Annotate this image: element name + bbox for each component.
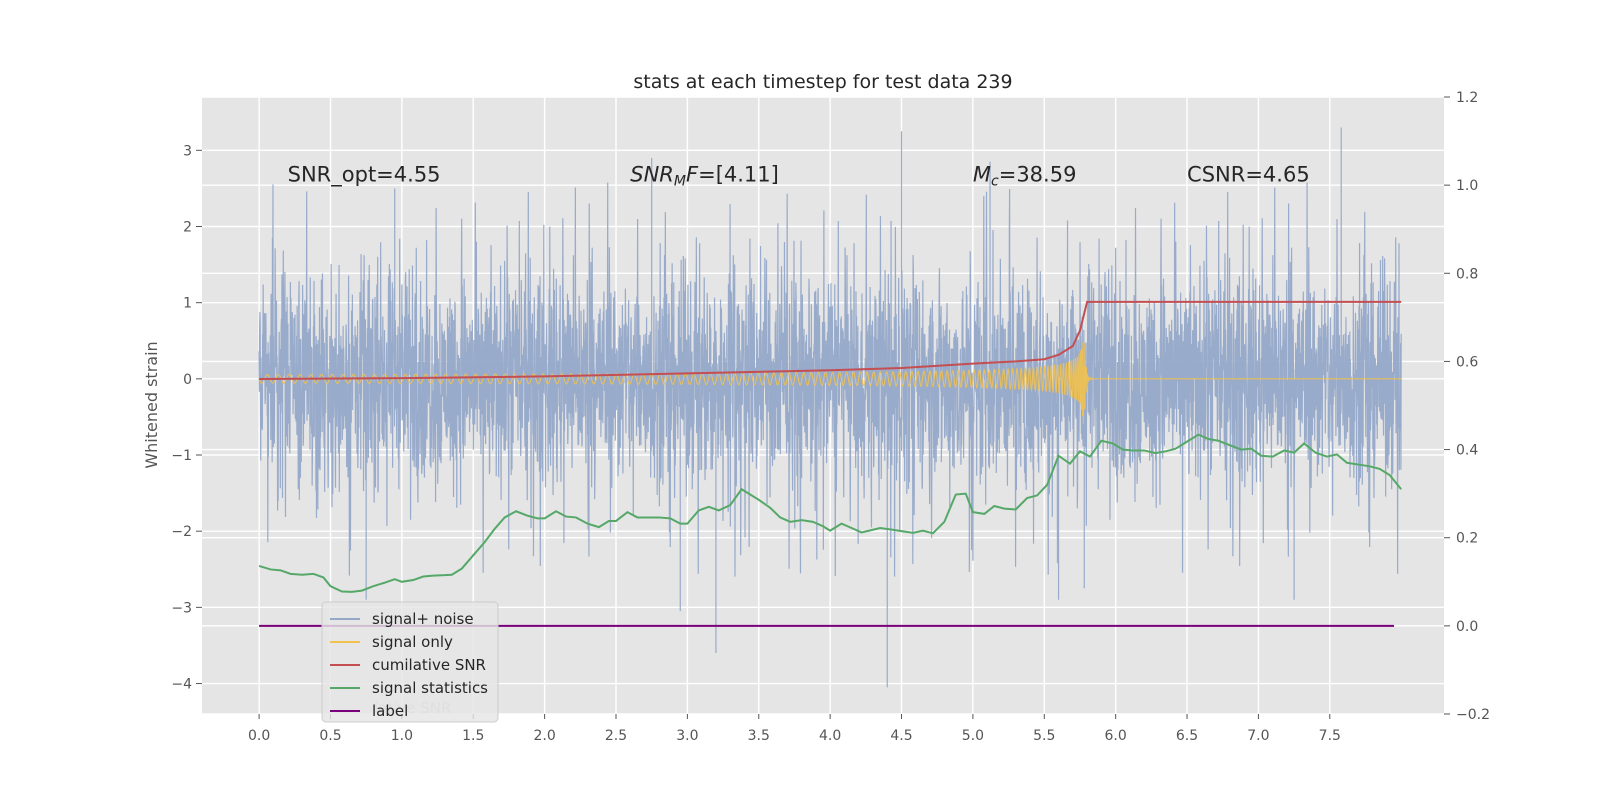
annotations: SNR_opt=4.55 SNRMF=[4.11] Mc=38.59 CSNR=4.6… — [288, 163, 1310, 190]
y-tick-label: 0 — [183, 372, 192, 388]
legend-label: signal statistics — [372, 679, 488, 697]
y2-tick-label: 0.8 — [1456, 266, 1478, 282]
legend-label: label — [372, 702, 408, 720]
y-tick-label: 3 — [183, 143, 192, 159]
y2-tick-label: 0.2 — [1456, 531, 1478, 547]
y-tick-label: 1 — [183, 296, 192, 312]
annotation-snr-mf: SNRMF=[4.11] — [630, 163, 779, 190]
legend-box — [321, 601, 499, 723]
x-tick-label: 3.0 — [676, 728, 698, 744]
legend-label: signal only — [372, 633, 453, 651]
x-tick-label: 5.0 — [962, 728, 984, 744]
y-axis-right: 1.2 1.0 0.8 0.6 0.4 0.2 0.0 −0.2 — [1444, 90, 1490, 723]
x-tick-label: 2.0 — [533, 728, 555, 744]
x-tick-label: 6.0 — [1105, 728, 1127, 744]
annotation-mc: Mc=38.59 — [973, 163, 1077, 190]
y2-tick-label: 0.0 — [1456, 619, 1478, 635]
legend-label: cumilative SNR — [372, 656, 486, 674]
y-tick-label: −1 — [171, 448, 192, 464]
y2-tick-label: 0.4 — [1456, 443, 1478, 459]
x-tick-label: 3.5 — [748, 728, 770, 744]
y-tick-label: −3 — [171, 600, 192, 616]
x-tick-label: 0.0 — [248, 728, 270, 744]
series-signal-only — [258, 341, 1402, 424]
x-tick-label: 4.0 — [819, 728, 841, 744]
y-axis-title: Whitened strain — [142, 341, 161, 468]
y-tick-label: −2 — [171, 524, 192, 540]
series-signal-statistics — [258, 433, 1402, 593]
x-tick-label: 0.5 — [319, 728, 341, 744]
x-tick-label: 1.0 — [391, 728, 413, 744]
y2-tick-label: −0.2 — [1456, 707, 1490, 723]
x-tick-label: 1.5 — [462, 728, 484, 744]
x-tick-label: 2.5 — [605, 728, 627, 744]
y-tick-label: 2 — [183, 219, 192, 235]
series-cumilative-snr — [259, 300, 1402, 381]
y2-tick-label: 0.6 — [1456, 354, 1478, 370]
annotation-csnr: CSNR=4.65 — [1187, 163, 1310, 187]
x-tick-label: 4.5 — [890, 728, 912, 744]
legend-label: signal+ noise — [372, 610, 474, 628]
y-tick-label: −4 — [171, 677, 192, 693]
x-axis: 0.0 0.5 1.0 1.5 2.0 2.5 3.0 3.5 4.0 4.5 5.0 5.5 6.0 6… — [248, 714, 1341, 744]
x-tick-label: 7.0 — [1247, 728, 1269, 744]
x-tick-label: 5.5 — [1033, 728, 1055, 744]
chart-title: stats at each timestep for test data 239 — [633, 71, 1012, 93]
y-axis-left: 3 2 1 0 −1 −2 −3 −4 — [171, 143, 202, 693]
annotation-snr-opt: SNR_opt=4.55 — [288, 163, 441, 188]
x-tick-label: 7.5 — [1319, 728, 1341, 744]
y2-tick-label: 1.0 — [1456, 178, 1478, 194]
series-signal-noise — [258, 127, 1402, 688]
x-tick-label: 6.5 — [1176, 728, 1198, 744]
y2-tick-label: 1.2 — [1456, 90, 1478, 106]
